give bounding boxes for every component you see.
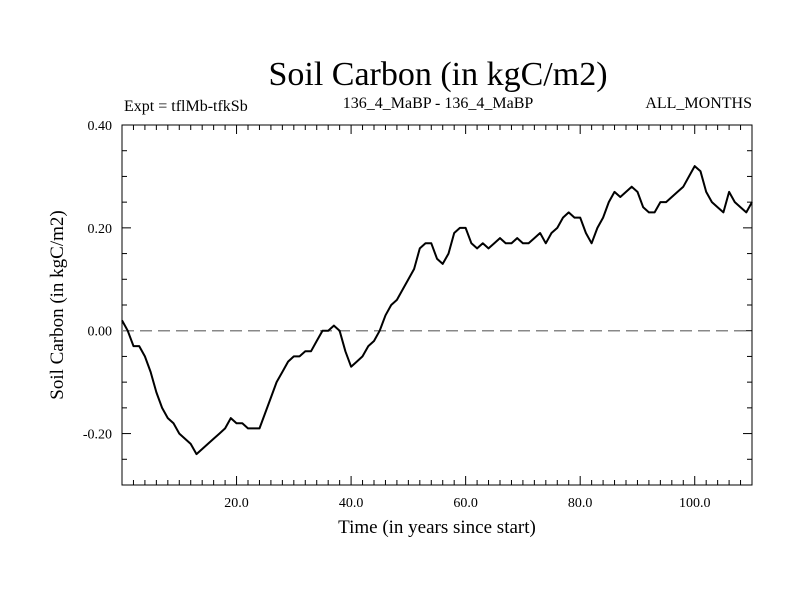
x-tick-label: 80.0 xyxy=(568,496,593,511)
x-tick-label: 20.0 xyxy=(224,496,249,511)
x-tick-label: 40.0 xyxy=(339,496,364,511)
y-tick-label: 0.20 xyxy=(88,222,113,237)
period-label: 136_4_MaBP - 136_4_MaBP xyxy=(343,95,534,112)
y-tick-label: -0.20 xyxy=(83,428,112,443)
soil-carbon-series-line xyxy=(121,165,753,456)
x-axis-label: Time (in years since start) xyxy=(338,517,536,538)
axis-ticks xyxy=(122,125,752,485)
y-tick-label: 0.40 xyxy=(88,119,113,134)
y-axis-label: Soil Carbon (in kgC/m2) xyxy=(47,210,68,399)
x-tick-label: 60.0 xyxy=(453,496,478,511)
tick-labels: 20.0 40.0 60.0 80.0 100.0 -0.20 0.00 0.20 0.40 xyxy=(83,119,711,511)
chart-title: Soil Carbon (in kgC/m2) xyxy=(268,56,607,93)
plot-frame xyxy=(121,124,753,486)
experiment-label: Expt = tflMb-tfkSb xyxy=(124,98,248,115)
y-tick-label: 0.00 xyxy=(88,325,113,340)
x-tick-label: 100.0 xyxy=(679,496,711,511)
months-label: ALL_MONTHS xyxy=(645,95,752,112)
